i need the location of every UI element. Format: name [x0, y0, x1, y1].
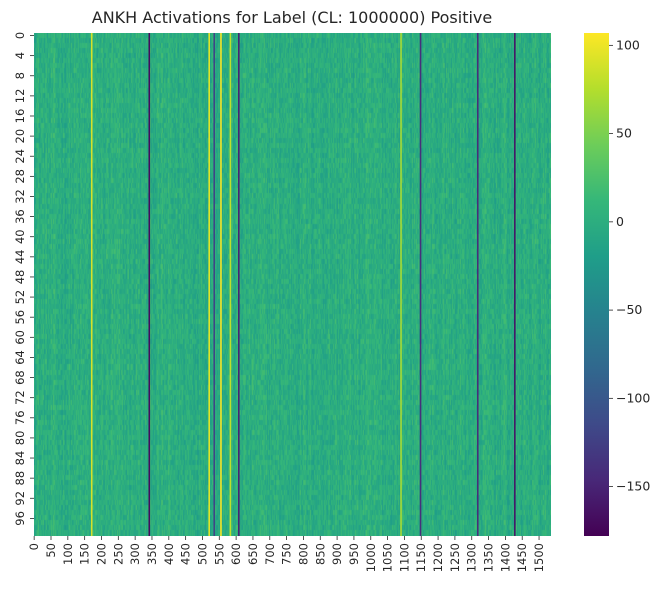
heatmap-column-535 — [213, 33, 216, 536]
colorbar-tick-label: 50 — [616, 126, 632, 141]
y-axis: 0481216202428323640444852566064687276808… — [13, 32, 34, 526]
x-tick-label: 150 — [78, 543, 92, 565]
y-tick-label: 92 — [13, 491, 27, 506]
x-tick-label: 1250 — [448, 543, 462, 572]
y-tick-label: 84 — [13, 451, 27, 466]
x-tick-label: 1400 — [498, 543, 512, 572]
heatmap-column-555 — [220, 33, 222, 536]
colorbar-gradient — [584, 33, 609, 536]
y-tick-label: 40 — [13, 229, 27, 244]
y-tick-label: 52 — [13, 290, 27, 305]
y-tick-label: 80 — [13, 431, 27, 446]
x-tick-label: 600 — [229, 543, 243, 565]
heatmap-column-1090 — [400, 33, 402, 536]
y-tick-label: 44 — [13, 250, 27, 265]
x-tick-label: 1450 — [515, 543, 529, 572]
x-tick-label: 1300 — [465, 543, 479, 572]
y-tick-label: 60 — [13, 330, 27, 345]
x-tick-label: 1200 — [431, 543, 445, 572]
x-tick-label: 550 — [212, 543, 226, 565]
y-tick-label: 28 — [13, 169, 27, 184]
x-tick-label: 800 — [296, 543, 310, 565]
x-tick-label: 1100 — [397, 543, 411, 572]
y-tick-label: 0 — [13, 32, 27, 39]
y-tick-label: 48 — [13, 270, 27, 285]
x-tick-label: 950 — [347, 543, 361, 565]
colorbar-tick-label: −100 — [616, 390, 650, 405]
y-tick-label: 8 — [13, 72, 27, 79]
chart-title: ANKH Activations for Label (CL: 1000000)… — [92, 8, 492, 27]
heatmap-column-1148 — [419, 33, 422, 536]
y-tick-label: 16 — [13, 109, 27, 124]
heatmap-column-583 — [229, 33, 232, 536]
heatmap-column-342 — [148, 33, 151, 536]
y-tick-label: 32 — [13, 189, 27, 204]
y-tick-label: 68 — [13, 370, 27, 385]
x-tick-label: 50 — [44, 543, 58, 558]
y-tick-label: 64 — [13, 350, 27, 365]
x-tick-label: 300 — [128, 543, 142, 565]
x-tick-label: 200 — [94, 543, 108, 565]
y-tick-label: 12 — [13, 89, 27, 104]
x-tick-label: 1000 — [364, 543, 378, 572]
heatmap-column-520 — [208, 33, 210, 536]
y-tick-label: 24 — [13, 149, 27, 164]
x-tick-label: 0 — [27, 543, 41, 550]
x-tick-label: 1150 — [414, 543, 428, 572]
heatmap-column-608 — [238, 33, 240, 536]
heatmap-column-1428 — [514, 33, 516, 536]
x-tick-label: 350 — [145, 543, 159, 565]
x-tick-label: 700 — [263, 543, 277, 565]
y-tick-label: 4 — [13, 52, 27, 59]
colorbar-tick-label: −50 — [616, 302, 642, 317]
x-tick-label: 650 — [246, 543, 260, 565]
x-tick-label: 1350 — [482, 543, 496, 572]
x-tick-label: 250 — [111, 543, 125, 565]
x-tick-label: 1050 — [381, 543, 395, 572]
y-tick-label: 36 — [13, 209, 27, 224]
y-tick-label: 96 — [13, 511, 27, 526]
heatmap-plot-area — [34, 33, 551, 536]
y-tick-label: 56 — [13, 310, 27, 325]
x-axis: 0 50 100 150 200 250 300 350 400 450 500 550 600 650 7… — [27, 536, 546, 572]
y-tick-label: 72 — [13, 390, 27, 405]
y-tick-label: 76 — [13, 410, 27, 425]
colorbar: 100 50 0 −50 −100 −150 — [584, 33, 650, 536]
x-tick-label: 450 — [179, 543, 193, 565]
colorbar-tick-label: −150 — [616, 479, 650, 494]
x-tick-label: 100 — [61, 543, 75, 565]
x-tick-label: 750 — [280, 543, 294, 565]
heatmap-cells — [34, 33, 551, 536]
colorbar-tick-label: 0 — [616, 214, 624, 229]
heatmap-column-1318 — [476, 33, 479, 536]
x-tick-label: 400 — [162, 543, 176, 565]
x-tick-label: 500 — [195, 543, 209, 565]
y-tick-label: 88 — [13, 471, 27, 486]
y-tick-label: 20 — [13, 129, 27, 144]
x-tick-label: 900 — [330, 543, 344, 565]
x-tick-label: 850 — [313, 543, 327, 565]
colorbar-tick-label: 100 — [616, 37, 640, 52]
heatmap-column-171 — [90, 33, 93, 536]
x-tick-label: 1500 — [532, 543, 546, 572]
